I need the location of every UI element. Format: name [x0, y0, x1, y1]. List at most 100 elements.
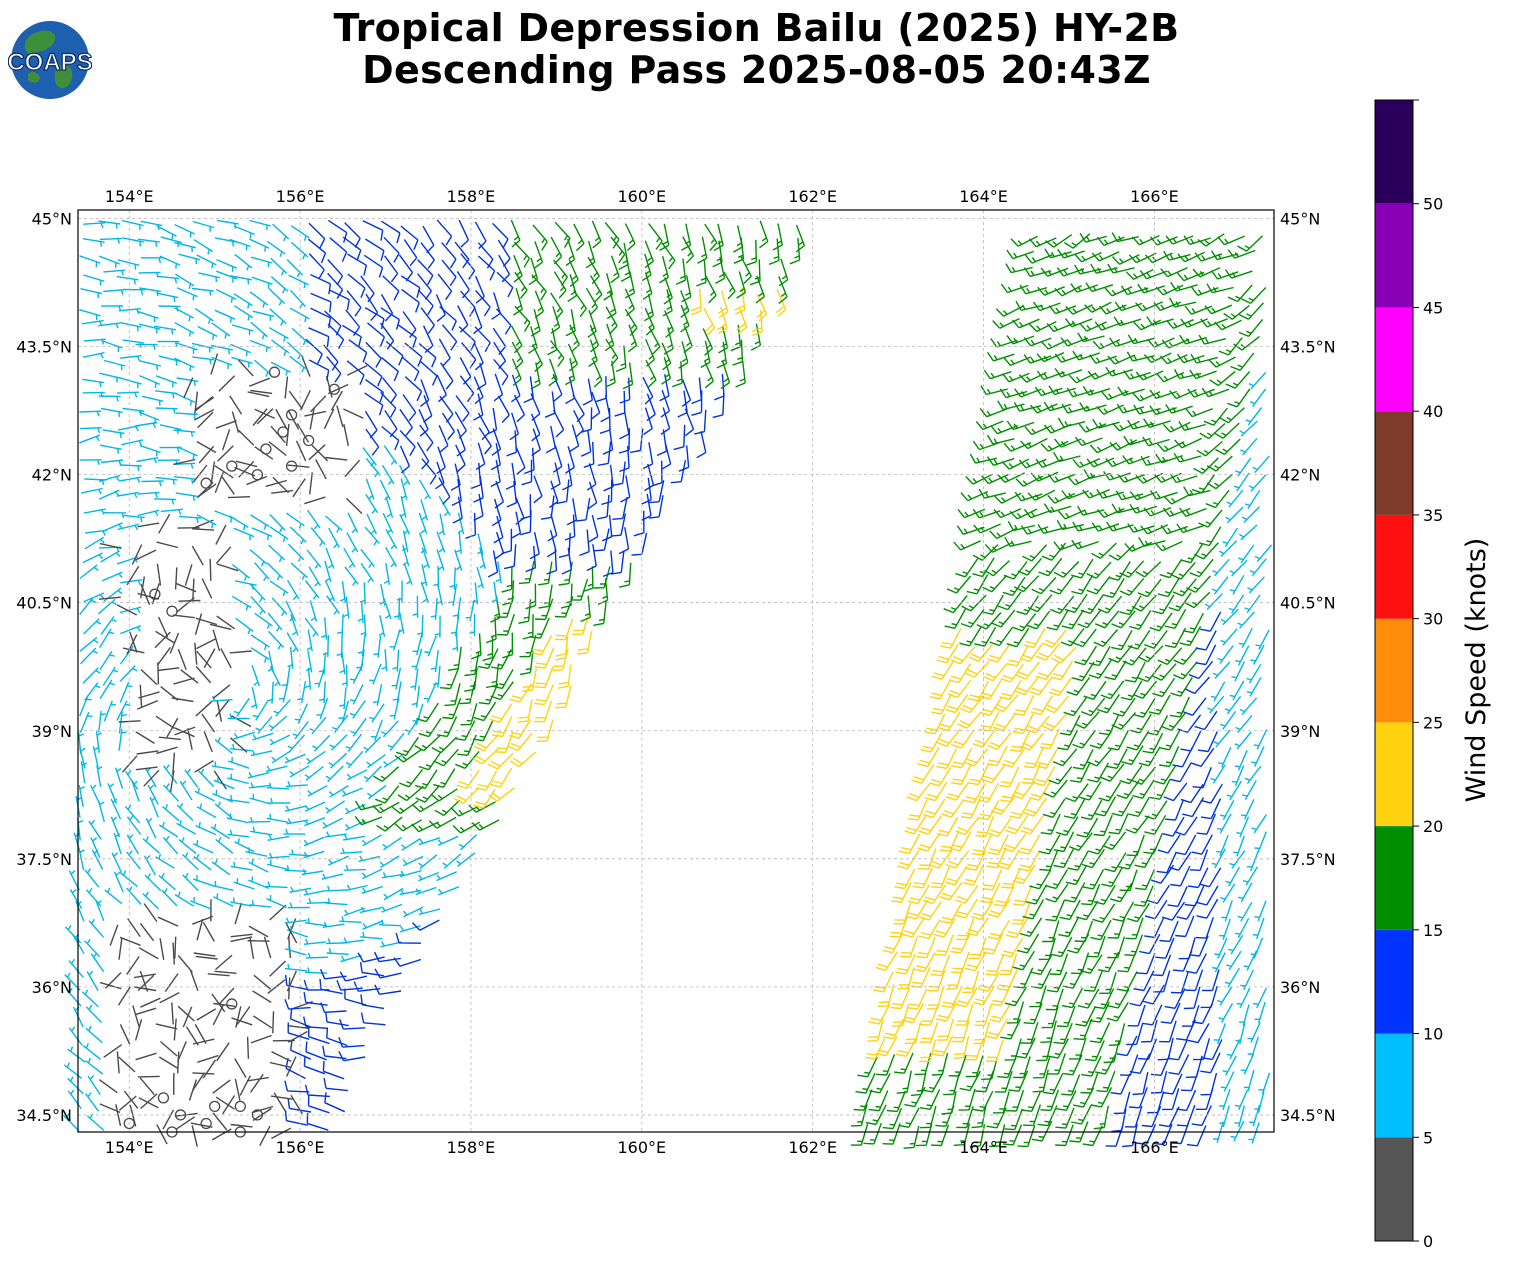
- wind-barb: [381, 903, 403, 913]
- wind-barb: [221, 429, 231, 451]
- wind-barb: [1081, 1055, 1102, 1077]
- wind-barb: [1134, 885, 1154, 907]
- wind-barb: [867, 1019, 884, 1042]
- wind-barb: [212, 1079, 231, 1094]
- wind-barb: [227, 713, 250, 720]
- wind-barb: [476, 566, 484, 589]
- wind-barb: [474, 221, 487, 250]
- wind-barb: [1047, 1053, 1066, 1075]
- wind-barb: [1116, 779, 1140, 800]
- wind-barb: [232, 324, 254, 336]
- wind-barb: [1094, 796, 1117, 817]
- wind-barb: [133, 973, 156, 979]
- wind-barb: [189, 969, 199, 992]
- wind-barb: [477, 255, 496, 281]
- wind-barb: [999, 680, 1022, 701]
- wind-barb: [198, 445, 215, 464]
- wind-barb: [969, 1124, 986, 1148]
- wind-barb: [119, 936, 141, 946]
- wind-barb: [315, 459, 327, 480]
- wind-barb: [567, 274, 578, 302]
- wind-barb: [360, 931, 383, 940]
- wind-barb: [906, 782, 931, 802]
- wind-barb: [1102, 578, 1125, 598]
- wind-barb: [1041, 542, 1067, 561]
- wind-barb: [196, 918, 204, 941]
- wind-barb: [139, 684, 143, 707]
- wind-barb: [1238, 318, 1264, 338]
- wind-barb: [160, 236, 183, 247]
- wind-barb: [1213, 729, 1231, 748]
- lon-tick-label: 154°E: [105, 1138, 154, 1157]
- wind-barb: [1066, 387, 1095, 398]
- wind-barb: [265, 881, 288, 889]
- wind-barb: [456, 769, 480, 789]
- wind-barb: [1167, 886, 1188, 908]
- wind-barb: [83, 592, 105, 603]
- wind-barb: [601, 514, 613, 542]
- wind-barb: [591, 220, 602, 249]
- wind-barb: [904, 814, 927, 835]
- wind-barb: [365, 428, 380, 456]
- wind-barb: [540, 495, 555, 520]
- wind-barb: [126, 834, 140, 855]
- wind-barb: [1105, 1125, 1124, 1147]
- wind-barb: [1223, 304, 1250, 320]
- wind-barb: [1134, 847, 1157, 869]
- wind-barb: [438, 338, 451, 367]
- wind-barb: [1106, 748, 1128, 769]
- wind-barb: [1042, 629, 1067, 648]
- wind-barb: [1123, 435, 1151, 446]
- wind-barb: [209, 623, 232, 631]
- wind-barb: [436, 583, 443, 606]
- wind-barb: [1092, 338, 1121, 350]
- wind-barb: [441, 412, 455, 440]
- wind-barb: [180, 669, 199, 684]
- wind-barb: [392, 681, 402, 704]
- wind-barb: [134, 1007, 157, 1016]
- wind-barb: [361, 868, 383, 880]
- wind-barb: [682, 236, 695, 264]
- wind-barb: [124, 804, 141, 824]
- colorbar-tick-label: 35: [1423, 506, 1443, 525]
- wind-barb: [155, 375, 178, 388]
- wind-barb: [1138, 746, 1161, 767]
- wind-barb: [1238, 627, 1253, 649]
- wind-barb: [1103, 1040, 1120, 1064]
- wind-barb: [328, 785, 349, 798]
- wind-barb: [610, 513, 627, 537]
- wind-barb: [415, 886, 437, 896]
- wind-barb: [245, 847, 268, 857]
- wind-barb: [87, 1075, 101, 1095]
- wind-barb: [643, 407, 653, 436]
- wind-barb: [110, 816, 121, 838]
- wind-barb: [704, 223, 718, 251]
- wind-barb: [734, 287, 746, 315]
- lon-tick-label: 162°E: [788, 187, 837, 206]
- wind-barb: [207, 973, 230, 977]
- wind-barb: [1057, 417, 1086, 428]
- wind-barb: [659, 223, 670, 252]
- wind-barb: [482, 635, 494, 662]
- wind-barb: [691, 377, 703, 405]
- wind-barb: [422, 325, 434, 354]
- wind-barb: [473, 393, 484, 421]
- wind-barb: [1172, 950, 1193, 972]
- wind-barb: [1043, 503, 1072, 514]
- wind-barb: [921, 1072, 944, 1093]
- wind-barb: [385, 496, 394, 518]
- wind-barb: [505, 462, 517, 490]
- wind-barb: [339, 916, 362, 923]
- wind-barb: [978, 488, 1006, 499]
- wind-barb: [1110, 1073, 1131, 1095]
- wind-barb: [775, 289, 787, 317]
- wind-barb: [436, 716, 458, 738]
- wind-barb: [972, 728, 996, 748]
- wind-barb: [519, 635, 537, 658]
- wind-barb: [945, 849, 970, 869]
- map-frame: [77, 209, 1275, 1133]
- wind-barb: [268, 327, 289, 342]
- wind-barb: [322, 921, 345, 928]
- wind-barb: [1122, 647, 1147, 666]
- wind-barb: [203, 731, 213, 753]
